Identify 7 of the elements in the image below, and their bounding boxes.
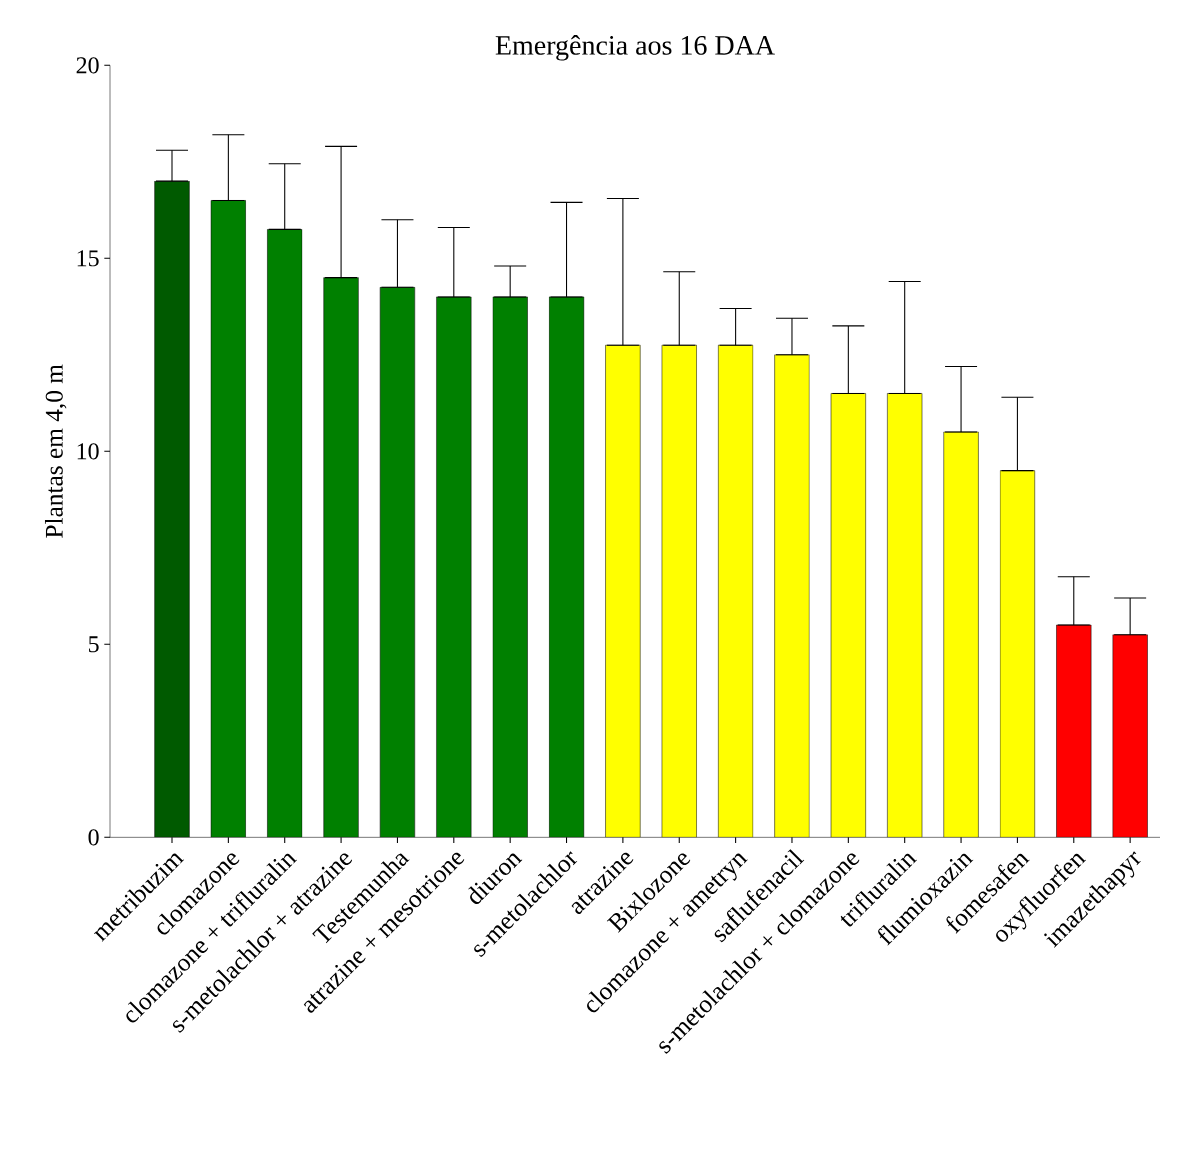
- y-axis-title: Plantas em 4,0 m: [44, 364, 67, 538]
- y-tick-label: 15: [77, 250, 99, 267]
- y-tick-label: 20: [76, 57, 99, 74]
- y-tick-label: 0: [88, 829, 99, 846]
- y-tick-label: 10: [77, 443, 99, 460]
- chart-title: Emergência aos 16 DAA: [495, 35, 775, 61]
- y-tick-label: 5: [89, 636, 99, 653]
